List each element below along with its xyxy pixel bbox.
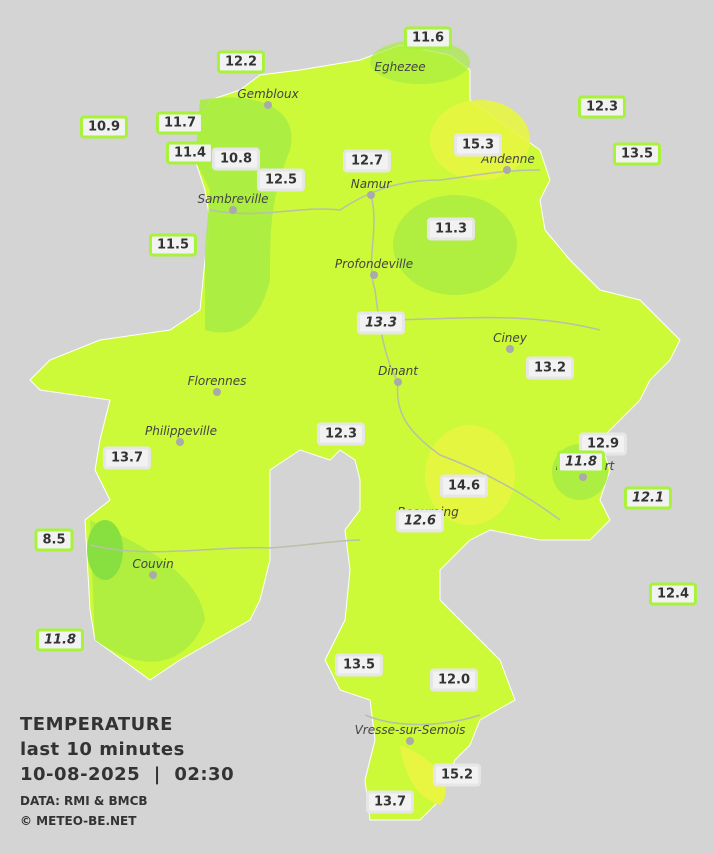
station-value: 13.3 <box>356 311 406 335</box>
legend-period: last 10 minutes <box>20 739 185 760</box>
city-dot <box>406 737 414 745</box>
city-dot <box>579 473 587 481</box>
station-value: 12.7 <box>342 149 392 173</box>
station-value: 12.5 <box>256 168 306 192</box>
station-value: 11.8 <box>35 628 85 652</box>
station-value: 11.8 <box>556 450 606 474</box>
station-value: 8.5 <box>34 528 74 552</box>
station-value: 12.9 <box>578 432 628 456</box>
station-value: 12.6 <box>395 509 445 533</box>
station-value: 12.3 <box>577 95 627 119</box>
legend: TEMPERATURE last 10 minutes 10-08-2025 |… <box>20 712 234 831</box>
city-dot <box>367 191 375 199</box>
city-label: Sambreville <box>197 192 269 206</box>
city-label: Gembloux <box>237 87 299 101</box>
station-value: 12.2 <box>216 50 266 74</box>
city-label: Dinant <box>378 364 418 378</box>
station-value: 12.3 <box>316 422 366 446</box>
city-label: Namur <box>350 177 392 191</box>
station-value: 12.1 <box>623 486 673 510</box>
city-dot <box>506 345 514 353</box>
station-value: 12.4 <box>648 582 698 606</box>
station-value: 11.4 <box>165 141 215 165</box>
city-label: Profondeville <box>334 257 414 271</box>
station-value: 15.3 <box>453 133 503 157</box>
city-dot <box>229 206 237 214</box>
station-value: 13.7 <box>102 446 152 470</box>
station-value: 11.3 <box>426 217 476 241</box>
station-value: 13.5 <box>612 142 662 166</box>
city-label: Eghezee <box>374 60 426 74</box>
city-label: Couvin <box>132 557 174 571</box>
station-value: 12.0 <box>429 668 479 692</box>
station-value: 11.5 <box>148 233 198 257</box>
city-label: Ciney <box>493 331 527 345</box>
legend-title: TEMPERATURE <box>20 714 173 735</box>
station-value: 10.9 <box>79 115 129 139</box>
legend-date: 10-08-2025 <box>20 764 141 785</box>
city-dot <box>264 101 272 109</box>
city-label: Vresse-sur-Semois <box>354 723 466 737</box>
station-value: 15.2 <box>432 763 482 787</box>
city-dot <box>213 388 221 396</box>
station-value: 14.6 <box>439 474 489 498</box>
legend-separator: | <box>153 764 161 785</box>
station-value: 13.5 <box>334 653 384 677</box>
city-dot <box>503 166 511 174</box>
station-value: 11.7 <box>155 111 205 135</box>
city-dot <box>394 378 402 386</box>
legend-copyright: © METEO-BE.NET <box>20 814 137 828</box>
station-value: 11.6 <box>403 26 453 50</box>
city-label: Florennes <box>187 374 247 388</box>
station-value: 13.2 <box>525 356 575 380</box>
station-value: 13.7 <box>365 790 415 814</box>
city-dot <box>176 438 184 446</box>
legend-datetime: 10-08-2025 | 02:30 <box>20 762 234 787</box>
legend-source: DATA: RMI & BMCB <box>20 794 148 808</box>
city-dot <box>149 571 157 579</box>
city-label: Philippeville <box>145 424 217 438</box>
legend-time: 02:30 <box>174 764 235 785</box>
city-dot <box>370 271 378 279</box>
station-value: 10.8 <box>211 147 261 171</box>
